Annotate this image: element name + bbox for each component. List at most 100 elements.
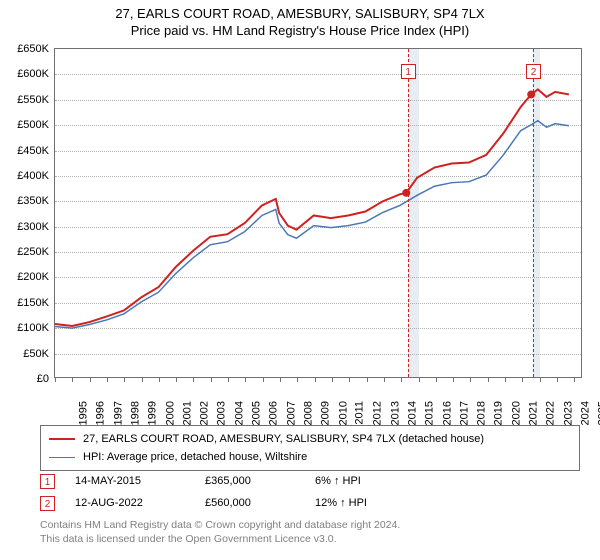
- y-axis-label: £350K: [17, 195, 49, 207]
- x-tick: [332, 377, 333, 382]
- x-axis-label: 2002: [199, 401, 211, 425]
- sale-marker-dot: [527, 90, 535, 98]
- x-tick: [263, 377, 264, 382]
- sale-price: £365,000: [205, 475, 315, 487]
- y-axis-label: £250K: [17, 246, 49, 258]
- sale-marker-flag: 2: [526, 64, 541, 79]
- x-axis-label: 2016: [441, 401, 453, 425]
- x-tick: [574, 377, 575, 382]
- y-axis-label: £450K: [17, 145, 49, 157]
- x-axis-label: 2021: [528, 401, 540, 425]
- x-axis-label: 2010: [337, 401, 349, 425]
- x-tick: [401, 377, 402, 382]
- y-axis-label: £650K: [17, 43, 49, 55]
- x-axis-label: 1995: [77, 401, 89, 425]
- x-axis-label: 2020: [510, 401, 522, 425]
- x-axis-label: 1996: [95, 401, 107, 425]
- sale-marker-flag: 1: [401, 64, 416, 79]
- sale-marker-line: [533, 49, 534, 377]
- legend-label: HPI: Average price, detached house, Wilt…: [83, 451, 307, 463]
- attribution-line2: This data is licensed under the Open Gov…: [40, 532, 400, 546]
- y-axis-label: £100K: [17, 322, 49, 334]
- x-tick: [72, 377, 73, 382]
- y-axis-label: £300K: [17, 221, 49, 233]
- x-axis-label: 2003: [216, 401, 228, 425]
- x-axis-label: 2008: [303, 401, 315, 425]
- legend-swatch: [49, 438, 75, 440]
- x-tick: [228, 377, 229, 382]
- sale-marker-line: [408, 49, 409, 377]
- sales-table: 1 14-MAY-2015£365,0006% ↑ HPI 212-AUG-2022…: [40, 470, 435, 514]
- x-tick: [367, 377, 368, 382]
- x-axis-label: 2009: [320, 401, 332, 425]
- x-tick: [419, 377, 420, 382]
- y-axis-label: £200K: [17, 271, 49, 283]
- x-axis-label: 2011: [354, 401, 366, 425]
- sale-date: 12-AUG-2022: [75, 497, 205, 509]
- x-axis-label: 2007: [285, 401, 297, 425]
- x-tick: [540, 377, 541, 382]
- sale-row: 212-AUG-2022£560,00012% ↑ HPI: [40, 492, 435, 514]
- x-tick: [488, 377, 489, 382]
- x-tick: [124, 377, 125, 382]
- x-axis-label: 2000: [164, 401, 176, 425]
- x-axis-label: 2013: [389, 401, 401, 425]
- x-tick: [297, 377, 298, 382]
- x-tick: [557, 377, 558, 382]
- legend-row: HPI: Average price, detached house, Wilt…: [49, 448, 571, 466]
- x-tick: [522, 377, 523, 382]
- y-axis-label: £600K: [17, 68, 49, 80]
- x-tick: [245, 377, 246, 382]
- x-axis-label: 2023: [562, 401, 574, 425]
- x-tick: [176, 377, 177, 382]
- sale-delta: 6% ↑ HPI: [315, 475, 435, 487]
- x-axis-label: 2012: [372, 401, 384, 425]
- chart-lines: [55, 49, 581, 377]
- x-axis-label: 2004: [233, 401, 245, 425]
- x-axis-label: 1999: [147, 401, 159, 425]
- x-tick: [90, 377, 91, 382]
- x-tick: [142, 377, 143, 382]
- chart-container: 27, EARLS COURT ROAD, AMESBURY, SALISBUR…: [0, 0, 600, 560]
- x-tick: [453, 377, 454, 382]
- attribution-line1: Contains HM Land Registry data © Crown c…: [40, 518, 400, 532]
- sale-flag: 1: [40, 474, 55, 489]
- sale-marker-dot: [402, 189, 410, 197]
- x-tick: [436, 377, 437, 382]
- x-tick: [107, 377, 108, 382]
- y-axis-label: £550K: [17, 94, 49, 106]
- x-axis-label: 2024: [580, 401, 592, 425]
- x-axis-label: 2022: [545, 401, 557, 425]
- x-axis-label: 2006: [268, 401, 280, 425]
- x-axis-label: 2018: [476, 401, 488, 425]
- sale-delta: 12% ↑ HPI: [315, 497, 435, 509]
- sale-price: £560,000: [205, 497, 315, 509]
- legend-swatch: [49, 457, 75, 458]
- plot-area: £0£50K£100K£150K£200K£250K£300K£350K£400…: [54, 48, 582, 378]
- x-tick: [349, 377, 350, 382]
- x-tick: [193, 377, 194, 382]
- y-axis-label: £150K: [17, 297, 49, 309]
- x-axis-label: 2014: [406, 401, 418, 425]
- x-axis-label: 2017: [458, 401, 470, 425]
- x-tick: [315, 377, 316, 382]
- y-axis-label: £400K: [17, 170, 49, 182]
- x-tick: [211, 377, 212, 382]
- title-address: 27, EARLS COURT ROAD, AMESBURY, SALISBUR…: [0, 6, 600, 21]
- x-axis-label: 1997: [112, 401, 124, 425]
- y-axis-label: £0: [37, 373, 49, 385]
- title-block: 27, EARLS COURT ROAD, AMESBURY, SALISBUR…: [0, 0, 600, 38]
- attribution: Contains HM Land Registry data © Crown c…: [40, 518, 400, 546]
- y-axis-label: £500K: [17, 119, 49, 131]
- series-line: [55, 89, 569, 326]
- legend-row: 27, EARLS COURT ROAD, AMESBURY, SALISBUR…: [49, 430, 571, 448]
- title-subtitle: Price paid vs. HM Land Registry's House …: [0, 23, 600, 38]
- x-tick: [55, 377, 56, 382]
- x-axis-label: 1998: [129, 401, 141, 425]
- x-axis-label: 2001: [181, 401, 193, 425]
- series-line: [55, 121, 569, 328]
- x-tick: [384, 377, 385, 382]
- legend-label: 27, EARLS COURT ROAD, AMESBURY, SALISBUR…: [83, 433, 484, 445]
- x-tick: [159, 377, 160, 382]
- sale-date: 14-MAY-2015: [75, 475, 205, 487]
